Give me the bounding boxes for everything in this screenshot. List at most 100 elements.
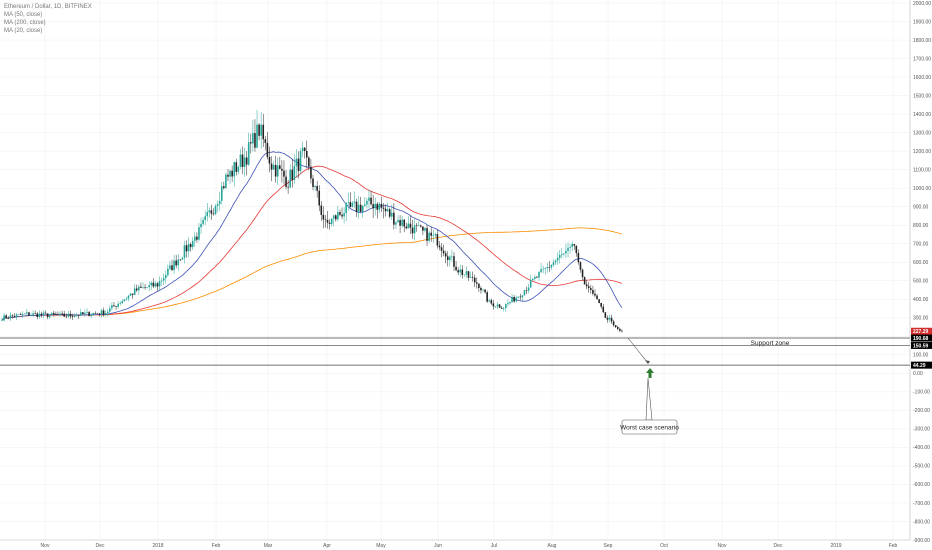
candle [237,165,240,175]
candle [583,276,586,285]
candle [36,312,39,320]
y-tick-label: 900.00 [913,204,929,210]
x-tick-label: May [376,543,386,549]
candle [144,284,146,290]
y-tick-label: 1700.00 [913,56,931,62]
candle [444,250,447,264]
candle [26,308,28,317]
candle [127,294,130,302]
candle [527,283,530,294]
candle [262,113,265,147]
y-tick-label: 300.00 [913,316,929,322]
svg-text:227.29: 227.29 [913,329,929,335]
candle [305,140,308,169]
candle [227,169,229,182]
y-axis[interactable]: 2000.00 1900.00 1800.00 1700.00 1600.00 1500.… [909,0,932,544]
y-tick-label: 2000.00 [913,1,931,7]
candle [104,310,107,317]
candle [285,169,287,190]
y-tick-label: -700.00 [913,501,930,507]
candle [507,299,509,307]
candle [164,270,167,284]
candle [339,209,341,217]
candle [171,259,173,272]
candle [484,289,486,294]
candle [202,217,204,227]
candle [55,311,57,316]
candle [482,289,484,293]
candle [324,215,327,228]
support-lines[interactable]: Support zone [0,337,910,366]
candle [86,308,88,314]
candle [50,312,53,316]
candle [79,308,82,316]
candle [191,237,194,251]
x-tick-label: Feb [889,543,898,549]
candle [214,203,217,216]
projection-arrowhead [645,360,650,365]
candle [291,159,294,188]
candle [270,156,273,182]
candle [308,156,310,171]
candle [424,227,426,233]
candle [511,293,513,304]
candle [345,202,347,222]
candle [335,214,337,222]
candle [490,298,493,306]
candle [374,197,376,216]
y-tick-label: 1400.00 [913,112,931,118]
candle [393,203,395,230]
callout-box[interactable] [621,419,678,435]
candle [517,296,520,299]
worst-case-annotation[interactable]: Worst case scenario [620,337,679,435]
x-axis[interactable]: Nov Dec 2018 Feb Mar Apr May Jun Jul Aug Sep Oct Nov… [0,539,910,549]
candle [521,295,524,302]
ma-20-path [1,151,623,321]
candle [46,313,49,320]
candle [409,215,412,235]
candle [250,133,252,154]
candle [548,261,551,272]
candle [90,313,92,319]
candle [529,274,532,288]
candle [129,293,132,296]
candle [61,310,63,317]
candle [594,289,596,298]
candle [602,303,605,313]
candle [322,206,325,229]
candle [550,264,553,270]
candle [619,327,621,333]
candle [544,267,547,275]
candle [318,185,321,211]
y-tick-label: 1900.00 [913,19,931,25]
ma-200-line [1,227,623,321]
candle [183,240,186,264]
candle [502,306,505,312]
candle [459,264,462,277]
candle [113,302,115,307]
candle [428,230,430,243]
y-tick-label: 1800.00 [913,38,931,44]
candle [422,226,424,236]
candle [44,310,47,314]
candle [94,311,97,314]
candle [216,200,219,213]
candle [77,314,80,320]
candle [281,160,283,183]
candle [142,282,144,289]
candle [115,305,117,310]
candle [384,204,387,217]
x-tick-label: Feb [212,543,221,549]
candle [117,301,119,309]
x-tick-label: Mar [264,543,273,549]
candle [30,312,32,316]
candle [616,325,619,331]
x-tick-label: Jun [434,543,442,549]
candle [500,306,503,309]
candle [133,284,136,296]
x-tick-label: 2019 [830,543,841,549]
candle [102,307,105,317]
candle [407,216,410,229]
candle [399,215,401,233]
